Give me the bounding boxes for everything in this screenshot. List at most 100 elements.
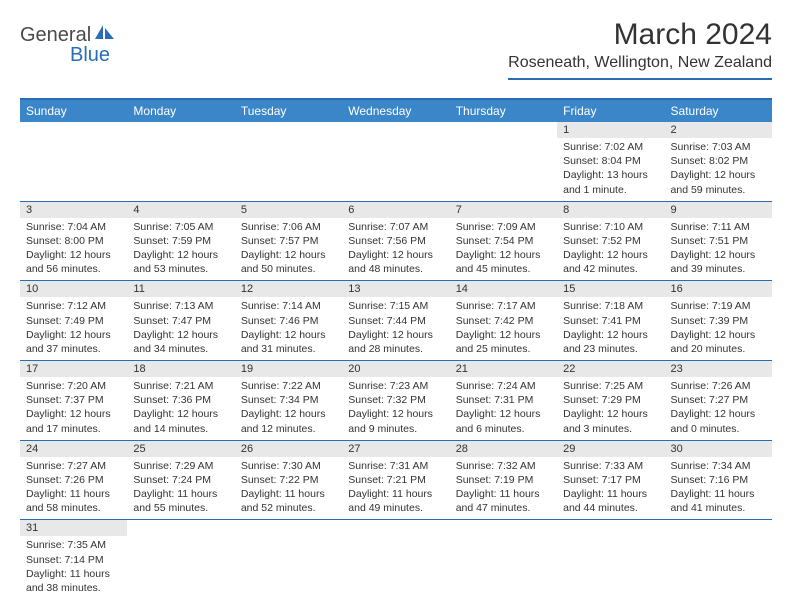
month-title: March 2024 xyxy=(508,18,772,52)
sunset-text: Sunset: 7:59 PM xyxy=(133,234,228,248)
location: Roseneath, Wellington, New Zealand xyxy=(508,54,772,76)
day-header: Wednesday xyxy=(342,99,449,122)
day-number: 12 xyxy=(235,281,342,297)
day-number xyxy=(127,520,234,536)
calendar-day-cell xyxy=(235,122,342,201)
day-content: Sunrise: 7:26 AMSunset: 7:27 PMDaylight:… xyxy=(665,377,772,440)
day-content: Sunrise: 7:12 AMSunset: 7:49 PMDaylight:… xyxy=(20,297,127,360)
sunset-text: Sunset: 7:19 PM xyxy=(456,473,551,487)
calendar-day-cell: 17Sunrise: 7:20 AMSunset: 7:37 PMDayligh… xyxy=(20,361,127,441)
day-number: 15 xyxy=(557,281,664,297)
day-content: Sunrise: 7:17 AMSunset: 7:42 PMDaylight:… xyxy=(450,297,557,360)
daylight-text: Daylight: 12 hours and 20 minutes. xyxy=(671,328,766,356)
sunset-text: Sunset: 7:41 PM xyxy=(563,314,658,328)
day-header: Thursday xyxy=(450,99,557,122)
sunrise-text: Sunrise: 7:07 AM xyxy=(348,220,443,234)
calendar-day-cell: 3Sunrise: 7:04 AMSunset: 8:00 PMDaylight… xyxy=(20,201,127,281)
sunset-text: Sunset: 7:32 PM xyxy=(348,393,443,407)
day-number: 14 xyxy=(450,281,557,297)
sunrise-text: Sunrise: 7:09 AM xyxy=(456,220,551,234)
day-number: 28 xyxy=(450,441,557,457)
day-number xyxy=(235,520,342,536)
calendar-day-cell: 18Sunrise: 7:21 AMSunset: 7:36 PMDayligh… xyxy=(127,361,234,441)
daylight-text: Daylight: 12 hours and 42 minutes. xyxy=(563,248,658,276)
day-number: 7 xyxy=(450,202,557,218)
day-content: Sunrise: 7:03 AMSunset: 8:02 PMDaylight:… xyxy=(665,138,772,201)
calendar-day-cell: 31Sunrise: 7:35 AMSunset: 7:14 PMDayligh… xyxy=(20,520,127,599)
calendar-day-cell: 7 Sunrise: 7:09 AMSunset: 7:54 PMDaylight… xyxy=(450,201,557,281)
daylight-text: Daylight: 11 hours and 41 minutes. xyxy=(671,487,766,515)
sunrise-text: Sunrise: 7:31 AM xyxy=(348,459,443,473)
calendar-day-cell: 25Sunrise: 7:29 AMSunset: 7:24 PMDayligh… xyxy=(127,440,234,520)
day-content: Sunrise: 7:21 AMSunset: 7:36 PMDaylight:… xyxy=(127,377,234,440)
day-number xyxy=(450,520,557,536)
sunset-text: Sunset: 7:17 PM xyxy=(563,473,658,487)
sunrise-text: Sunrise: 7:15 AM xyxy=(348,299,443,313)
day-content: Sunrise: 7:34 AMSunset: 7:16 PMDaylight:… xyxy=(665,457,772,520)
day-number: 4 xyxy=(127,202,234,218)
daylight-text: Daylight: 12 hours and 45 minutes. xyxy=(456,248,551,276)
sunrise-text: Sunrise: 7:11 AM xyxy=(671,220,766,234)
calendar-day-cell: 16Sunrise: 7:19 AMSunset: 7:39 PMDayligh… xyxy=(665,281,772,361)
day-content: Sunrise: 7:11 AMSunset: 7:51 PMDaylight:… xyxy=(665,218,772,281)
daylight-text: Daylight: 12 hours and 14 minutes. xyxy=(133,407,228,435)
sunset-text: Sunset: 7:47 PM xyxy=(133,314,228,328)
day-number: 5 xyxy=(235,202,342,218)
day-number: 11 xyxy=(127,281,234,297)
sunrise-text: Sunrise: 7:35 AM xyxy=(26,538,121,552)
calendar-day-cell: 6Sunrise: 7:07 AMSunset: 7:56 PMDaylight… xyxy=(342,201,449,281)
calendar-day-cell: 29Sunrise: 7:33 AMSunset: 7:17 PMDayligh… xyxy=(557,440,664,520)
sunrise-text: Sunrise: 7:34 AM xyxy=(671,459,766,473)
sunrise-text: Sunrise: 7:27 AM xyxy=(26,459,121,473)
calendar-day-cell: 26Sunrise: 7:30 AMSunset: 7:22 PMDayligh… xyxy=(235,440,342,520)
logo-blue-text-wrap: Blue xyxy=(20,44,110,67)
calendar-table: Sunday Monday Tuesday Wednesday Thursday… xyxy=(20,98,772,599)
calendar-day-cell xyxy=(450,520,557,599)
daylight-text: Daylight: 12 hours and 37 minutes. xyxy=(26,328,121,356)
day-number: 20 xyxy=(342,361,449,377)
day-number xyxy=(665,520,772,536)
day-number: 13 xyxy=(342,281,449,297)
sunset-text: Sunset: 7:57 PM xyxy=(241,234,336,248)
sunset-text: Sunset: 7:46 PM xyxy=(241,314,336,328)
daylight-text: Daylight: 12 hours and 48 minutes. xyxy=(348,248,443,276)
day-content: Sunrise: 7:29 AMSunset: 7:24 PMDaylight:… xyxy=(127,457,234,520)
sunrise-text: Sunrise: 7:29 AM xyxy=(133,459,228,473)
calendar-day-cell xyxy=(235,520,342,599)
sunrise-text: Sunrise: 7:14 AM xyxy=(241,299,336,313)
sunset-text: Sunset: 7:54 PM xyxy=(456,234,551,248)
calendar-day-cell: 23Sunrise: 7:26 AMSunset: 7:27 PMDayligh… xyxy=(665,361,772,441)
day-number xyxy=(235,122,342,138)
day-number: 6 xyxy=(342,202,449,218)
daylight-text: Daylight: 13 hours and 1 minute. xyxy=(563,168,658,196)
sunset-text: Sunset: 7:37 PM xyxy=(26,393,121,407)
day-number: 17 xyxy=(20,361,127,377)
calendar-week-row: 17Sunrise: 7:20 AMSunset: 7:37 PMDayligh… xyxy=(20,361,772,441)
calendar-week-row: 31Sunrise: 7:35 AMSunset: 7:14 PMDayligh… xyxy=(20,520,772,599)
daylight-text: Daylight: 11 hours and 49 minutes. xyxy=(348,487,443,515)
sunset-text: Sunset: 7:49 PM xyxy=(26,314,121,328)
calendar-day-cell: 1Sunrise: 7:02 AMSunset: 8:04 PMDaylight… xyxy=(557,122,664,201)
sunset-text: Sunset: 7:14 PM xyxy=(26,553,121,567)
calendar-day-cell: 9Sunrise: 7:11 AMSunset: 7:51 PMDaylight… xyxy=(665,201,772,281)
sunrise-text: Sunrise: 7:12 AM xyxy=(26,299,121,313)
day-content: Sunrise: 7:02 AMSunset: 8:04 PMDaylight:… xyxy=(557,138,664,201)
sunrise-text: Sunrise: 7:05 AM xyxy=(133,220,228,234)
calendar-day-cell: 19Sunrise: 7:22 AMSunset: 7:34 PMDayligh… xyxy=(235,361,342,441)
calendar-day-cell: 10Sunrise: 7:12 AMSunset: 7:49 PMDayligh… xyxy=(20,281,127,361)
day-content: Sunrise: 7:20 AMSunset: 7:37 PMDaylight:… xyxy=(20,377,127,440)
day-content: Sunrise: 7:05 AMSunset: 7:59 PMDaylight:… xyxy=(127,218,234,281)
day-header: Friday xyxy=(557,99,664,122)
sunset-text: Sunset: 7:24 PM xyxy=(133,473,228,487)
header: General March 2024 Roseneath, Wellington… xyxy=(20,18,772,80)
calendar-day-cell: 14Sunrise: 7:17 AMSunset: 7:42 PMDayligh… xyxy=(450,281,557,361)
sunset-text: Sunset: 7:42 PM xyxy=(456,314,551,328)
day-content: Sunrise: 7:30 AMSunset: 7:22 PMDaylight:… xyxy=(235,457,342,520)
sunset-text: Sunset: 7:51 PM xyxy=(671,234,766,248)
day-content: Sunrise: 7:15 AMSunset: 7:44 PMDaylight:… xyxy=(342,297,449,360)
sunset-text: Sunset: 7:31 PM xyxy=(456,393,551,407)
calendar-day-cell: 11Sunrise: 7:13 AMSunset: 7:47 PMDayligh… xyxy=(127,281,234,361)
day-content: Sunrise: 7:22 AMSunset: 7:34 PMDaylight:… xyxy=(235,377,342,440)
day-content: Sunrise: 7:32 AMSunset: 7:19 PMDaylight:… xyxy=(450,457,557,520)
sunset-text: Sunset: 7:36 PM xyxy=(133,393,228,407)
